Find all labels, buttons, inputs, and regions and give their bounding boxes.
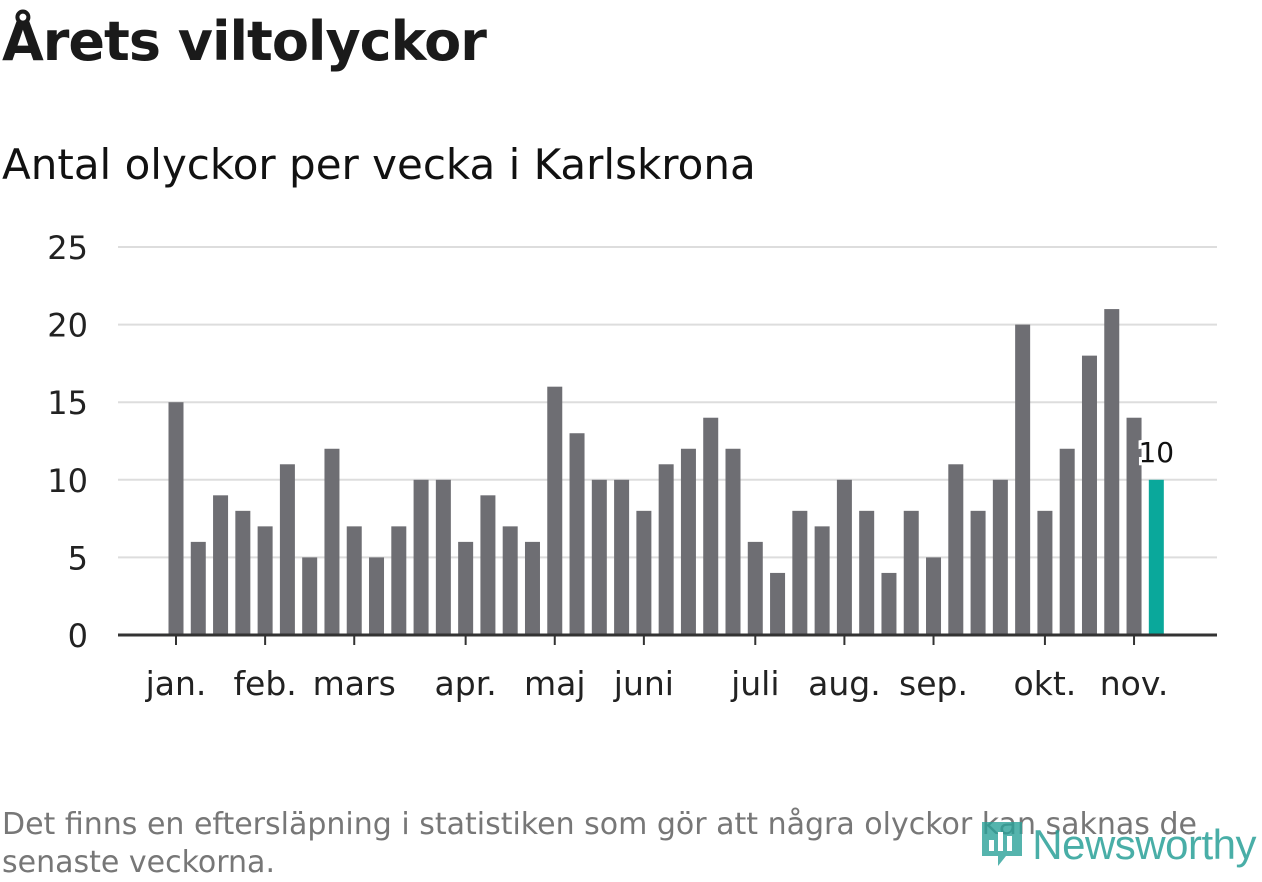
bar [279,464,295,635]
bars [168,309,1164,635]
bar [1059,448,1075,635]
x-tick-label: aug. [808,664,881,703]
data-labels: 10 [1135,433,1177,472]
bar [970,510,986,635]
bar [502,526,518,635]
bar [703,417,719,635]
bar [302,557,318,635]
highlight-data-label: 10 [1138,436,1174,469]
bar [480,495,496,635]
x-tick-label: juli [730,664,779,703]
bar [614,479,630,635]
bar [636,510,652,635]
bar-chart: 0 5 10 15 20 25 jan. feb. mars apr. maj juni juli au… [47,229,1217,703]
bar [836,479,852,635]
bar [1037,510,1053,635]
y-tick-label: 20 [47,307,88,345]
bar [324,448,340,635]
bar [213,495,229,635]
y-tick-label: 15 [47,384,88,422]
bar [903,510,919,635]
bar [369,557,385,635]
bar [770,572,786,635]
bar [1081,355,1097,635]
x-axis-ticks: jan. feb. mars apr. maj juni juli aug. sep. okt. n… [145,635,1169,703]
logo-text: Newsworthy [1032,821,1256,868]
x-tick-label: apr. [435,664,497,703]
bar [747,541,763,635]
bar [680,448,696,635]
bar [458,541,474,635]
bar [814,526,830,635]
bar [658,464,674,635]
bar [881,572,897,635]
x-tick-label: maj [524,664,586,703]
y-tick-label: 10 [47,462,88,500]
bar [1104,309,1120,635]
bar [391,526,407,635]
bar [346,526,362,635]
y-tick-label: 0 [68,617,88,655]
bar [547,386,563,635]
x-tick-label: feb. [233,664,296,703]
bar [524,541,540,635]
bar-highlight [1148,479,1164,635]
bar [413,479,429,635]
bar [1015,324,1031,635]
bar [725,448,741,635]
chart-subtitle: Antal olyckor per vecka i Karlskrona [2,140,756,189]
bar [591,479,607,635]
x-tick-label: jan. [145,664,207,703]
x-tick-label: nov. [1100,664,1169,703]
bar [992,479,1008,635]
y-tick-label: 25 [47,229,88,267]
bar [435,479,451,635]
x-tick-label: mars [313,664,396,703]
x-tick-label: juni [613,664,674,703]
x-tick-label: okt. [1014,664,1077,703]
bar [948,464,964,635]
bar [168,402,184,635]
bar [569,433,585,635]
bar [1126,417,1142,635]
y-axis-ticks: 0 5 10 15 20 25 [47,229,88,655]
bar [926,557,942,635]
bar [190,541,206,635]
x-tick-label: sep. [899,664,968,703]
bar [859,510,875,635]
y-tick-label: 5 [68,539,88,577]
gridlines [118,246,1217,559]
bar [257,526,273,635]
logo-icon [978,818,1026,872]
newsworthy-logo: Newsworthy [978,818,1256,872]
chart-title: Årets viltolyckor [2,10,487,73]
bar [235,510,251,635]
bar [792,510,808,635]
